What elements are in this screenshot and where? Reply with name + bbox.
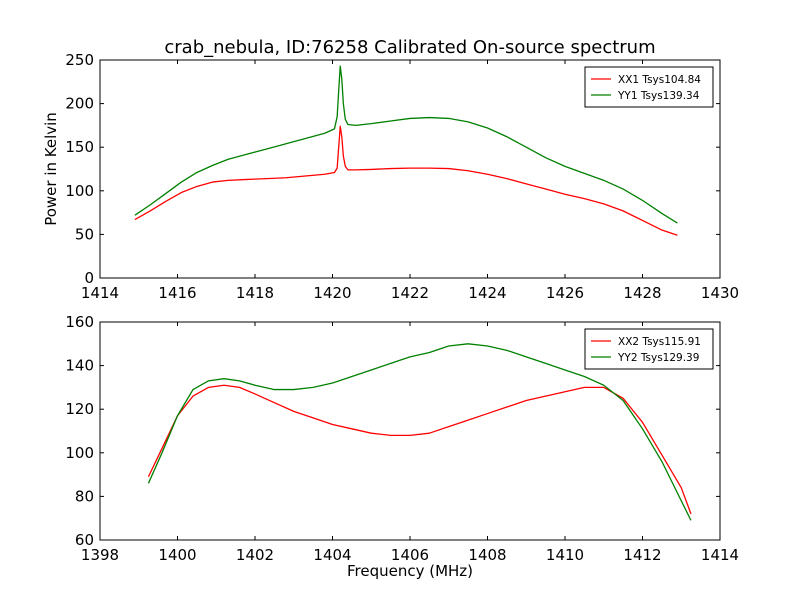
x-tick-label: 1410 [546, 546, 584, 564]
x-tick-label: 1400 [158, 546, 196, 564]
y-tick-label: 100 [65, 444, 94, 462]
legend-box [584, 66, 714, 108]
y-tick-label: 150 [65, 138, 94, 156]
x-tick-label: 1398 [81, 546, 119, 564]
y-tick-label: 80 [75, 487, 94, 505]
y-tick-label: 160 [65, 313, 94, 331]
legend-label: YY2 Tsys129.39 [617, 352, 699, 364]
x-tick-label: 1418 [236, 284, 274, 302]
x-tick-label: 1406 [391, 546, 429, 564]
chart-panel-1: 1414 1416 1418 1420 1422 1424 1426 1428 1430 0 50 1… [42, 51, 739, 302]
figure-title: crab_nebula, ID:76258 Calibrated On-sour… [164, 37, 655, 58]
y-tick-label: 0 [84, 269, 94, 287]
legend-label: YY1 Tsys139.34 [617, 90, 700, 102]
x-tick-label: 1416 [158, 284, 196, 302]
x-tick-label: 1420 [313, 284, 351, 302]
series-line-2-2 [147, 343, 692, 521]
legend-box [584, 328, 714, 370]
x-tick-label: 1414 [701, 546, 739, 564]
x-tick-label: 1414 [81, 284, 119, 302]
y-tick-label: 50 [75, 225, 94, 243]
chart-panel-2: 1398 1400 1402 1404 1406 1408 1410 1412 1414 60 80… [65, 313, 739, 580]
series-line-1-1 [134, 125, 678, 236]
y-tick-label: 250 [65, 51, 94, 69]
x-tick-label: 1412 [623, 546, 661, 564]
x-tick-label: 1402 [236, 546, 274, 564]
series-line-2-1 [147, 384, 692, 515]
series-line-1-2 [134, 65, 678, 224]
x-tick-label: 1426 [546, 284, 584, 302]
x-axis-label: Frequency (MHz) [347, 562, 473, 580]
x-tick-label: 1422 [391, 284, 429, 302]
y-tick-label: 120 [65, 400, 94, 418]
legend: XX2 Tsys115.91 YY2 Tsys129.39 [584, 328, 714, 370]
y-tick-label: 200 [65, 95, 94, 113]
legend: XX1 Tsys104.84 YY1 Tsys139.34 [584, 66, 714, 108]
x-tick-label: 1428 [623, 284, 661, 302]
legend-label: XX1 Tsys104.84 [618, 74, 701, 86]
x-tick-label: 1430 [701, 284, 739, 302]
y-tick-label: 60 [75, 531, 94, 549]
y-tick-label: 140 [65, 357, 94, 375]
x-tick-label: 1404 [313, 546, 351, 564]
y-tick-label: 100 [65, 182, 94, 200]
x-tick-label: 1424 [468, 284, 506, 302]
y-axis-label: Power in Kelvin [42, 112, 60, 226]
x-tick-label: 1408 [468, 546, 506, 564]
legend-label: XX2 Tsys115.91 [618, 336, 701, 348]
